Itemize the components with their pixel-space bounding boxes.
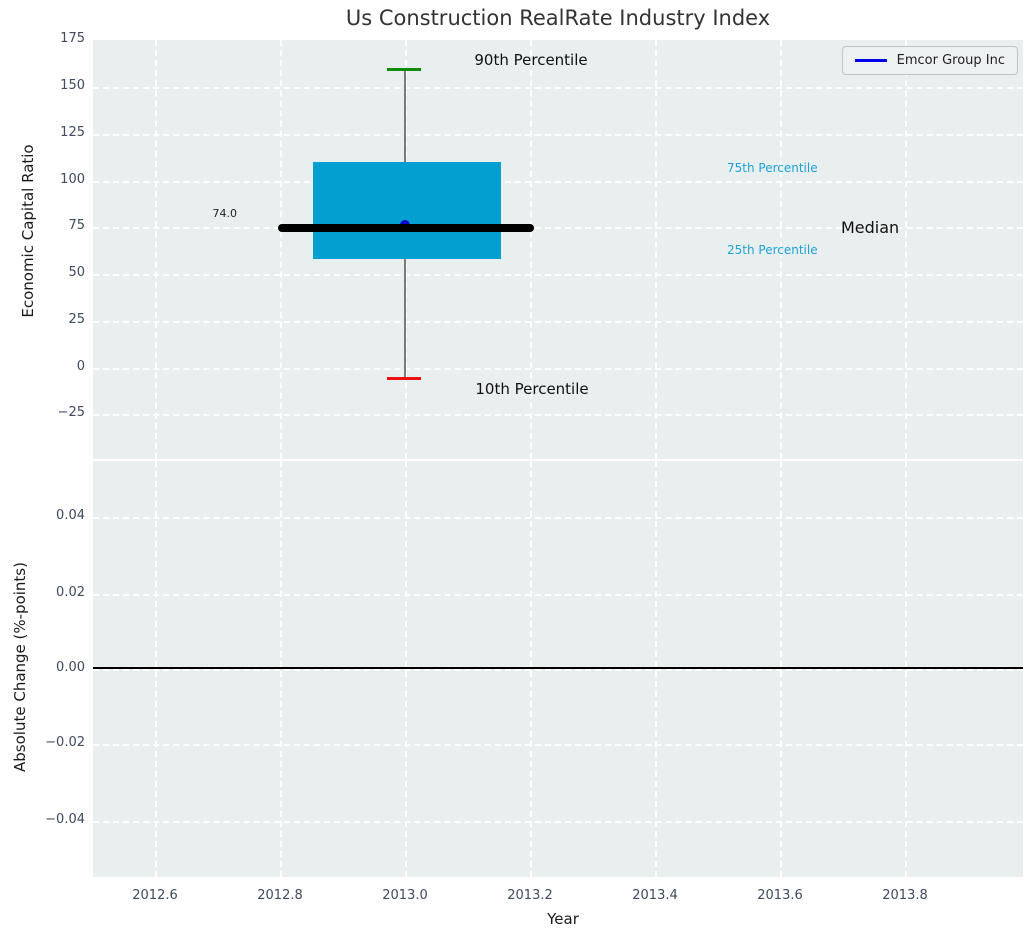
xtick: 2013.4 <box>632 888 678 903</box>
ytick-bottom: −0.02 <box>45 735 85 750</box>
p25-label: 25th Percentile <box>727 243 818 257</box>
gridline <box>655 461 657 877</box>
ytick-bottom: 0.00 <box>56 660 85 675</box>
xtick: 2013.8 <box>882 888 928 903</box>
xtick: 2012.6 <box>132 888 178 903</box>
gridline <box>155 40 157 459</box>
gridline <box>93 368 1023 370</box>
zero-reference-line <box>93 667 1023 669</box>
gridline <box>93 87 1023 89</box>
p10-whisker-cap <box>387 377 421 380</box>
gridline <box>405 461 407 877</box>
legend: Emcor Group Inc <box>841 46 1018 75</box>
ytick-top: 175 <box>60 31 85 46</box>
gridline <box>93 414 1023 416</box>
gridline <box>280 40 282 459</box>
gridline <box>93 181 1023 183</box>
gridline <box>93 227 1023 229</box>
gridline <box>530 40 532 459</box>
xtick: 2012.8 <box>257 888 303 903</box>
gridline <box>155 461 157 877</box>
ytick-top: 75 <box>68 218 85 233</box>
iqr-box <box>313 162 501 259</box>
ytick-top: −25 <box>57 405 85 420</box>
p90-label: 90th Percentile <box>474 51 588 69</box>
gridline <box>93 517 1023 519</box>
gridline <box>280 461 282 877</box>
gridline <box>93 821 1023 823</box>
median-line <box>278 224 534 232</box>
ytick-bottom: 0.04 <box>56 508 85 523</box>
gridline <box>780 461 782 877</box>
gridline <box>93 321 1023 323</box>
ytick-top: 125 <box>60 125 85 140</box>
bottom-y-axis-label: Absolute Change (%-points) <box>11 562 29 772</box>
ytick-top: 150 <box>60 78 85 93</box>
gridline <box>93 134 1023 136</box>
p90-whisker-cap <box>387 68 421 71</box>
top-y-axis-label: Economic Capital Ratio <box>19 144 37 318</box>
gridline <box>905 40 907 459</box>
bottom-plot-area <box>93 461 1023 877</box>
gridline <box>780 40 782 459</box>
gridline <box>530 461 532 877</box>
xtick: 2013.6 <box>757 888 803 903</box>
median-label: Median <box>841 218 900 237</box>
gridline <box>905 461 907 877</box>
x-axis-label: Year <box>547 910 579 928</box>
xtick: 2013.2 <box>507 888 553 903</box>
p75-label: 75th Percentile <box>727 161 818 175</box>
p10-label: 10th Percentile <box>475 380 589 398</box>
ytick-top: 25 <box>68 312 85 327</box>
gridline <box>93 274 1023 276</box>
legend-line-swatch <box>854 59 887 62</box>
gridline <box>93 594 1023 596</box>
ytick-top: 100 <box>60 172 85 187</box>
gridline <box>93 744 1023 746</box>
ytick-bottom: −0.04 <box>45 812 85 827</box>
legend-label: Emcor Group Inc <box>896 53 1005 68</box>
median-value-label: 74.0 <box>212 207 238 220</box>
gridline <box>655 40 657 459</box>
xtick: 2013.0 <box>382 888 428 903</box>
ytick-top: 50 <box>68 265 85 280</box>
top-plot-area: 90th Percentile 10th Percentile 75th Per… <box>93 40 1023 459</box>
chart-title: Us Construction RealRate Industry Index <box>345 6 771 30</box>
ytick-top: 0 <box>76 359 85 374</box>
ytick-bottom: 0.02 <box>56 585 85 600</box>
gridline <box>93 669 1023 671</box>
